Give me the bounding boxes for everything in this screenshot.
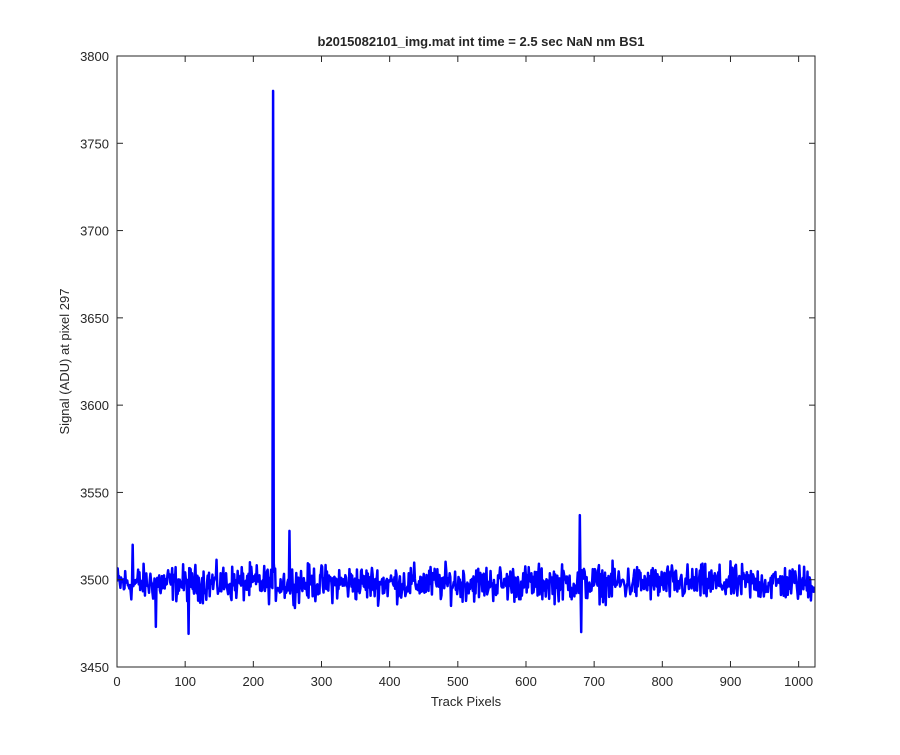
data-layer [117,89,815,636]
y-tick-label: 3500 [80,573,109,588]
chart-title: b2015082101_img.mat int time = 2.5 sec N… [318,34,645,49]
y-tick-label: 3450 [80,660,109,675]
x-tick-label: 600 [515,674,537,689]
signal-series-line [117,89,815,636]
y-tick-label: 3700 [80,224,109,239]
x-axis-label: Track Pixels [431,694,502,709]
y-axis: 3450 3500 3550 3600 3650 3700 3750 3800 [80,49,815,675]
y-axis-label: Signal (ADU) at pixel 297 [57,289,72,435]
x-tick-label: 700 [583,674,605,689]
y-tick-label: 3600 [80,398,109,413]
y-tick-label: 3650 [80,311,109,326]
x-tick-label: 1000 [784,674,813,689]
x-tick-label: 900 [720,674,742,689]
y-tick-label: 3750 [80,136,109,151]
x-tick-label: 200 [242,674,264,689]
x-tick-label: 300 [311,674,333,689]
x-tick-label: 100 [174,674,196,689]
plot-area-border [116,55,816,668]
y-tick-label: 3550 [80,485,109,500]
x-tick-label: 500 [447,674,469,689]
x-axis: 0 100 200 300 400 500 600 700 800 900 1000 [113,56,813,689]
x-tick-label: 0 [113,674,120,689]
x-tick-label: 400 [379,674,401,689]
x-tick-label: 800 [651,674,673,689]
y-tick-label: 3800 [80,49,109,64]
